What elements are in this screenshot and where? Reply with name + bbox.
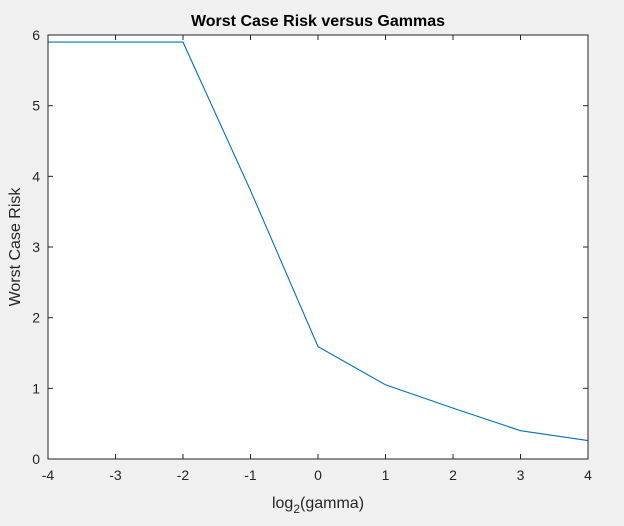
y-tick-label: 4 xyxy=(32,168,40,184)
y-axis-ticks: 0 1 2 3 4 5 6 xyxy=(32,27,588,467)
x-tick-label: 3 xyxy=(517,467,525,483)
x-tick-label: 0 xyxy=(314,467,322,483)
x-tick-label: -3 xyxy=(109,467,122,483)
y-tick-label: 0 xyxy=(32,451,40,467)
y-axis-label: Worst Case Risk xyxy=(7,187,24,307)
y-tick-label: 5 xyxy=(32,98,40,114)
plot-area xyxy=(48,35,588,459)
x-tick-label: -4 xyxy=(42,467,55,483)
x-axis-label-rest: (gamma) xyxy=(300,495,364,512)
x-tick-label: -1 xyxy=(244,467,257,483)
axes-box xyxy=(47,34,589,460)
x-tick-label: 1 xyxy=(382,467,390,483)
x-tick-label: -2 xyxy=(177,467,190,483)
x-axis-label-subscript: 2 xyxy=(293,502,300,516)
x-axis-ticks: -4 -3 -2 -1 0 1 2 3 4 xyxy=(42,35,592,483)
x-axis-label: log2(gamma) xyxy=(272,495,364,516)
x-axis-label-base: log xyxy=(272,495,293,512)
chart-title: Worst Case Risk versus Gammas xyxy=(191,13,445,30)
y-tick-label: 2 xyxy=(32,310,40,326)
y-tick-label: 1 xyxy=(32,380,40,396)
y-tick-label: 3 xyxy=(32,239,40,255)
y-tick-label: 6 xyxy=(32,27,40,43)
data-series-line xyxy=(48,41,589,442)
x-tick-label: 2 xyxy=(449,467,457,483)
x-tick-label: 4 xyxy=(584,467,592,483)
